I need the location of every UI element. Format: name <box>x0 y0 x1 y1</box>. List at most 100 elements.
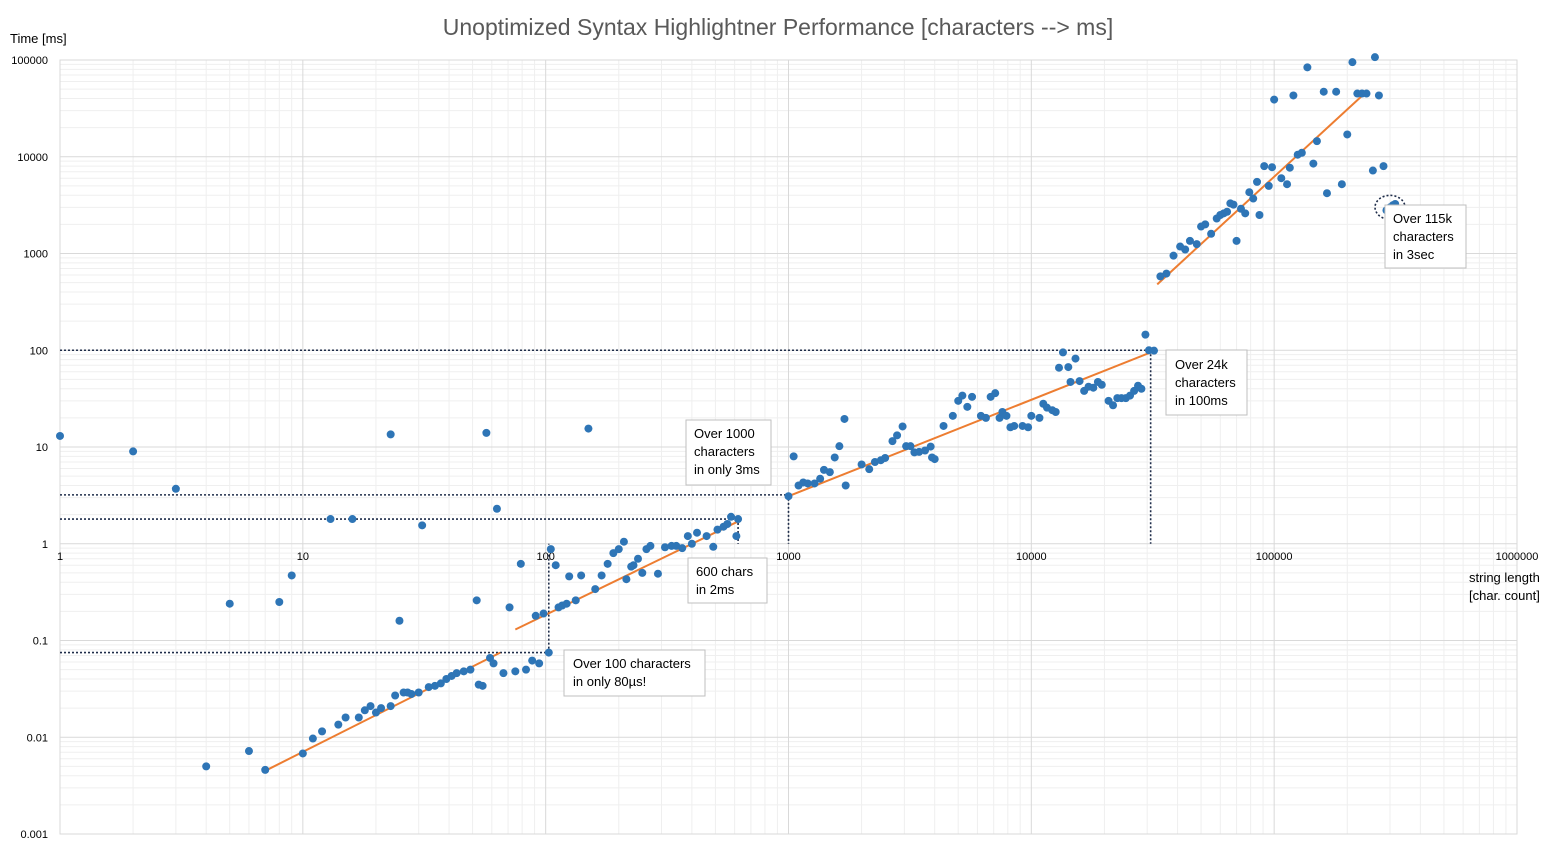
y-tick-label: 10000 <box>17 152 48 164</box>
annotation-line: Over 100 characters <box>573 656 691 671</box>
data-point <box>459 667 468 676</box>
data-point <box>939 421 948 430</box>
data-point <box>926 442 935 451</box>
data-point <box>348 515 357 524</box>
data-point <box>511 667 520 676</box>
data-point <box>683 532 692 541</box>
data-point <box>1322 189 1331 198</box>
data-point <box>1058 348 1067 357</box>
data-point <box>1312 137 1321 146</box>
data-point <box>225 599 234 608</box>
data-point <box>489 659 498 668</box>
data-point <box>577 571 586 580</box>
y-tick-labels: 100000 10000 1000 100 10 1 0.1 0.01 0.001 <box>11 55 48 841</box>
data-point <box>888 437 897 446</box>
data-point <box>244 747 253 756</box>
data-point <box>830 453 839 462</box>
data-point <box>1337 180 1346 189</box>
data-point <box>789 452 798 461</box>
data-point <box>414 688 423 697</box>
data-point <box>857 460 866 469</box>
data-point <box>835 442 844 451</box>
data-point <box>1055 363 1064 372</box>
x-tick-label: 1000000 <box>1496 551 1539 563</box>
data-point <box>341 713 350 722</box>
data-point <box>326 515 335 524</box>
y-tick-label: 0.001 <box>20 829 48 841</box>
data-point <box>723 520 732 529</box>
data-point <box>452 669 461 678</box>
data-point <box>841 481 850 490</box>
data-point <box>1156 272 1165 281</box>
annotation-line: characters <box>1175 375 1236 390</box>
data-point <box>898 422 907 431</box>
data-point <box>1137 384 1146 393</box>
data-point <box>1229 200 1238 209</box>
data-point <box>56 431 64 440</box>
plot-area-border <box>59 59 1518 835</box>
data-point <box>436 679 445 688</box>
data-point <box>646 541 655 550</box>
data-point <box>1027 411 1036 420</box>
data-point <box>991 389 1000 398</box>
data-point <box>638 568 647 577</box>
data-point <box>386 430 395 439</box>
data-point <box>171 484 180 493</box>
annotation-box <box>1384 204 1467 269</box>
data-point <box>571 596 580 605</box>
data-point <box>1051 408 1060 417</box>
data-point <box>1071 354 1080 363</box>
y-axis-label: Time [ms] <box>10 31 67 46</box>
data-point <box>418 521 427 530</box>
data-point <box>958 391 967 400</box>
x-tick-label: 100000 <box>1256 551 1293 563</box>
data-point <box>1368 166 1377 175</box>
major-gridlines <box>59 59 1518 835</box>
y-tick-label: 10 <box>36 442 48 454</box>
data-point <box>597 571 606 580</box>
x-axis-label-line-1: string length <box>1469 570 1540 585</box>
x-tick-labels: 1 10 100 1000 10000 100000 1000000 <box>57 551 1538 563</box>
data-point <box>1097 380 1106 389</box>
data-point <box>584 424 593 433</box>
data-point <box>1181 245 1190 254</box>
annotation-box <box>563 649 706 697</box>
data-point <box>1109 401 1118 410</box>
y-tick-label: 1 <box>42 539 48 551</box>
data-point <box>633 554 642 563</box>
annotation-box <box>685 419 772 486</box>
data-point <box>386 702 395 711</box>
data-point <box>1285 163 1294 172</box>
annotation-115k-chars: Over 115k characters in 3sec <box>1384 204 1467 269</box>
data-point <box>1169 251 1178 260</box>
data-point <box>354 713 363 722</box>
data-point <box>1241 209 1250 218</box>
data-point <box>1297 148 1306 157</box>
y-tick-label: 0.1 <box>33 636 48 648</box>
data-point <box>261 765 270 774</box>
data-point <box>1343 130 1352 139</box>
annotation-line: Over 115k <box>1393 211 1453 226</box>
data-point <box>921 446 930 455</box>
data-point <box>1264 181 1273 190</box>
annotation-line: in 2ms <box>696 582 735 597</box>
data-point <box>531 611 540 620</box>
data-point <box>1185 236 1194 245</box>
chart-title: Unoptimized Syntax Highlightner Performa… <box>443 14 1113 40</box>
data-point <box>565 572 574 581</box>
data-point <box>546 545 555 554</box>
data-point <box>1348 58 1357 67</box>
data-point <box>603 559 612 568</box>
data-point <box>881 453 890 462</box>
x-tick-label: 10000 <box>1016 551 1047 563</box>
data-point <box>377 704 386 713</box>
data-point <box>981 413 990 422</box>
annotation-line: Over 1000 <box>694 426 755 441</box>
data-point <box>653 569 662 578</box>
data-point <box>318 727 327 736</box>
data-point <box>660 543 669 552</box>
data-point <box>1024 423 1033 432</box>
data-point <box>816 474 825 483</box>
data-point <box>1232 236 1241 245</box>
